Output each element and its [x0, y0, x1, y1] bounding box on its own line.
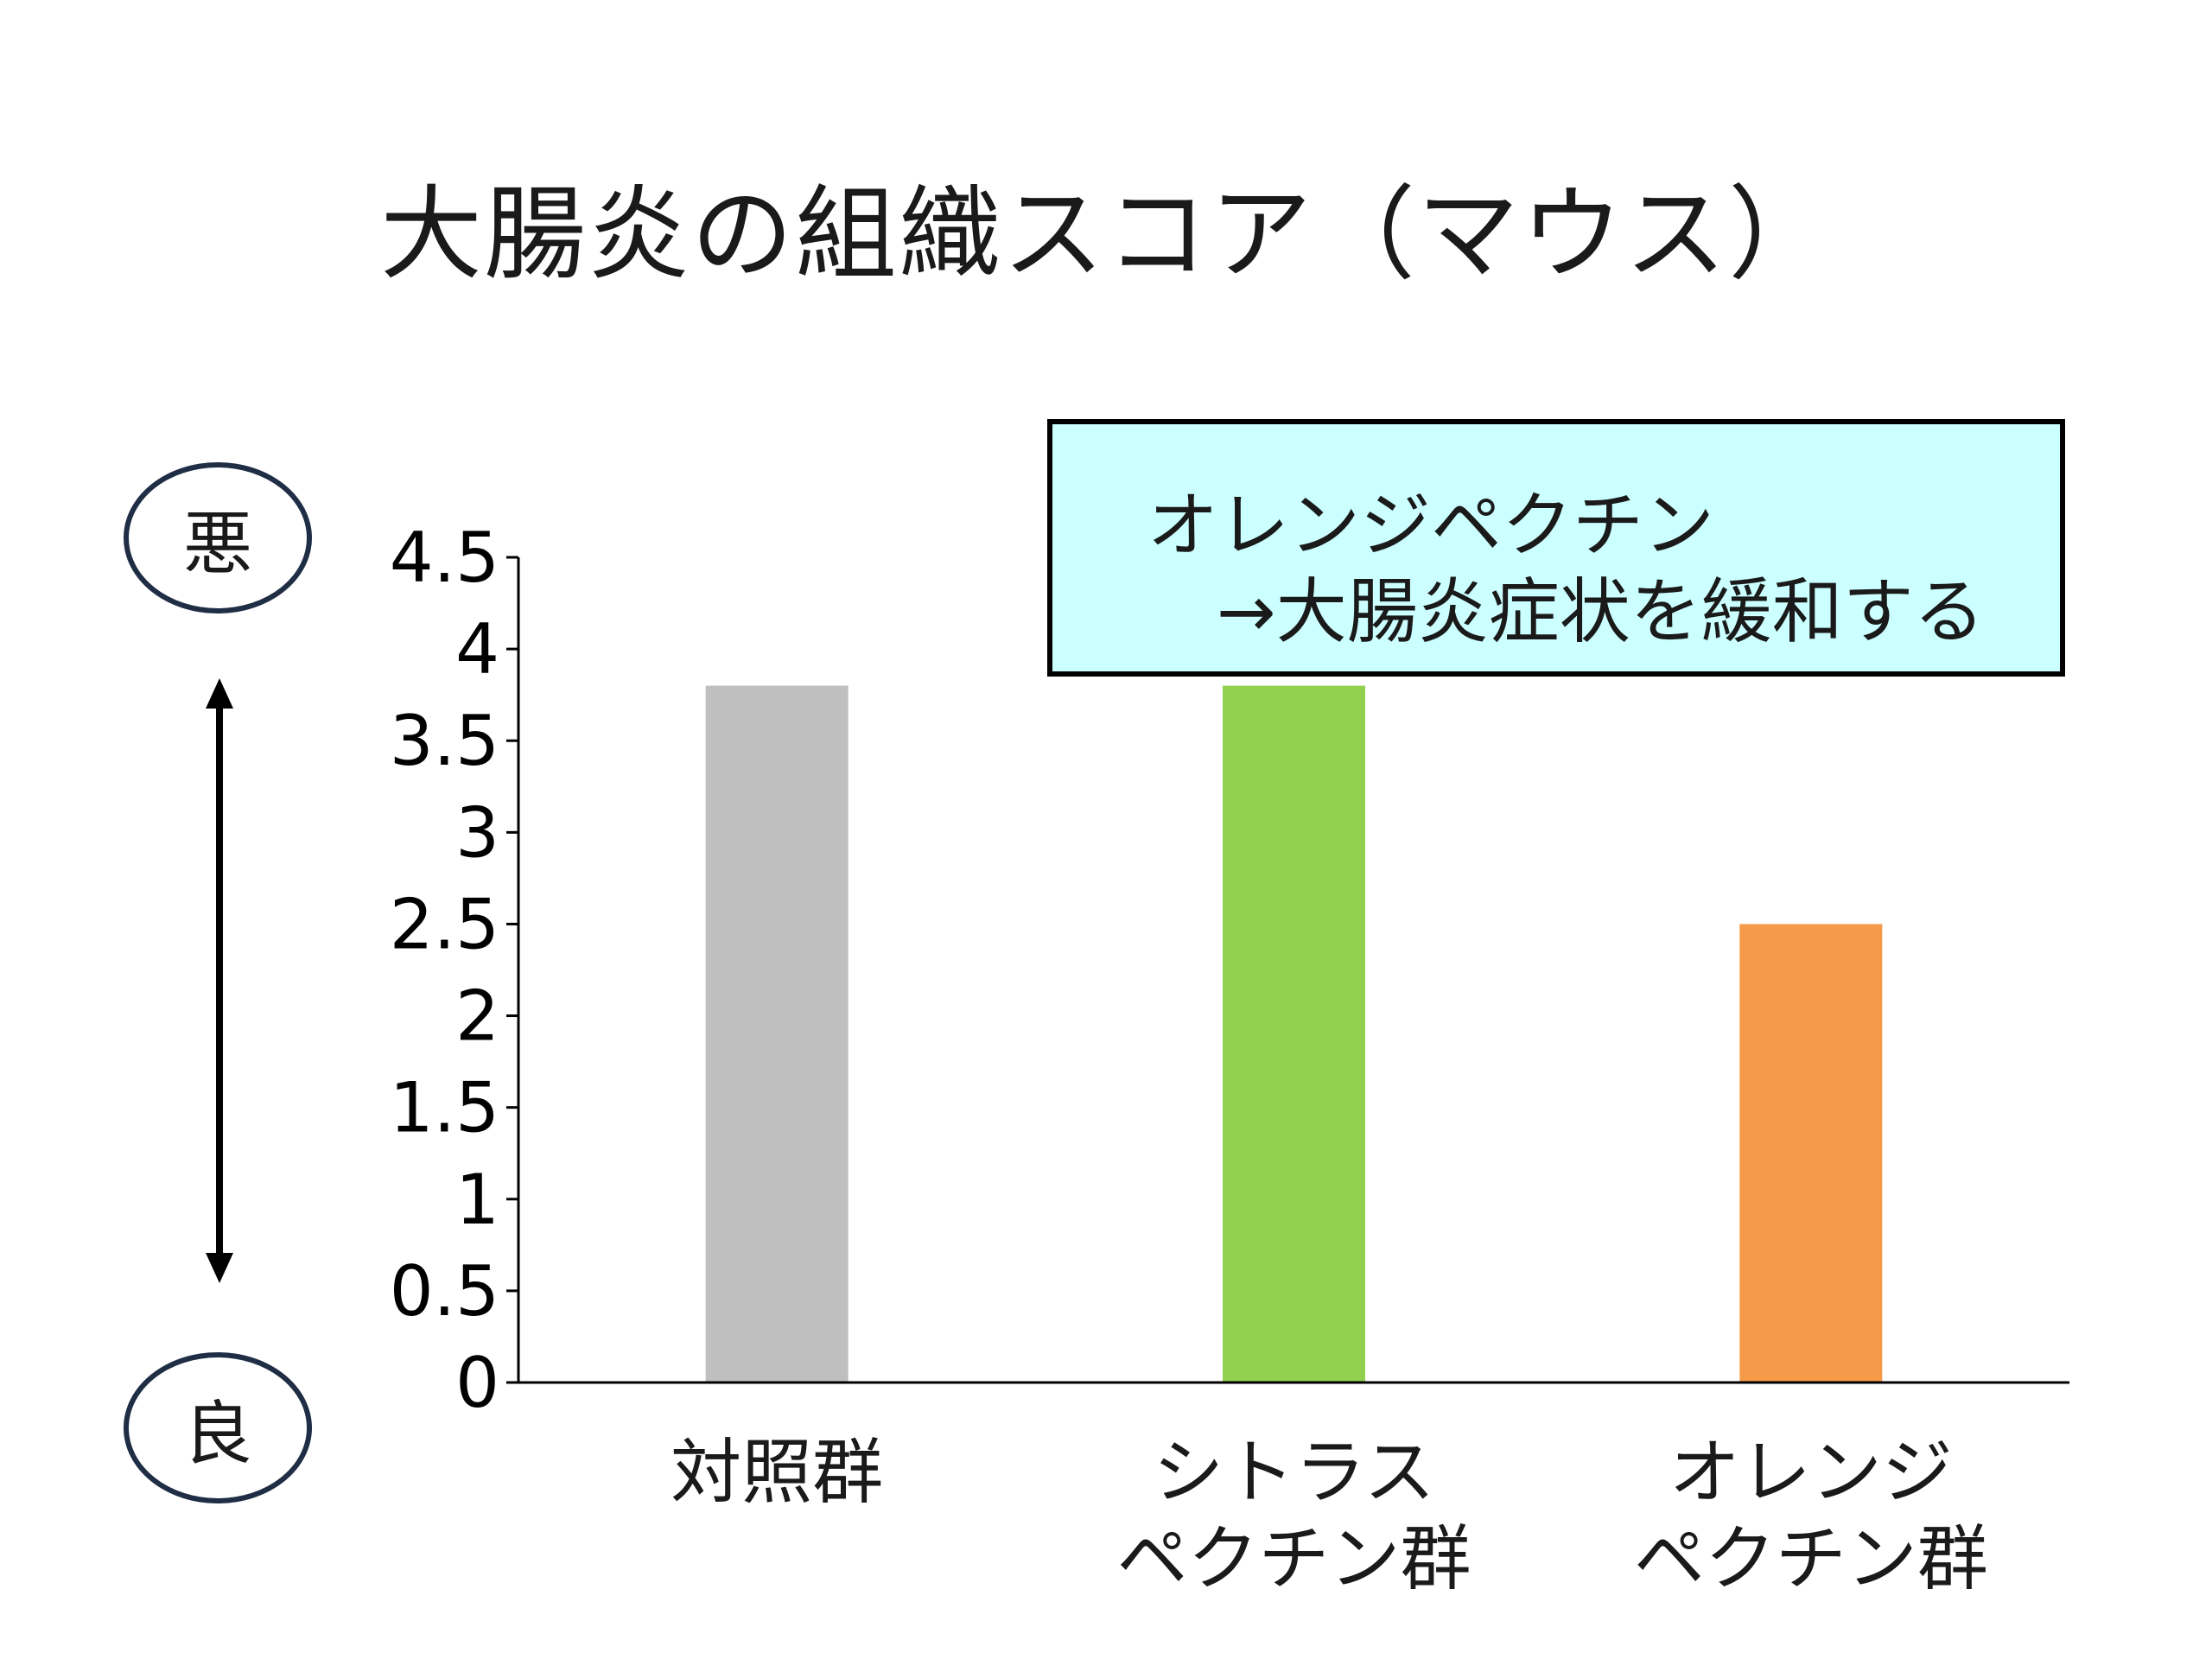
y-tick-label: 4: [455, 609, 499, 690]
arrow-down-icon: [206, 1253, 233, 1283]
arrow-up-icon: [206, 678, 233, 709]
y-tick-label: 3.5: [390, 701, 499, 781]
bar-0: [705, 685, 849, 1382]
scale-arrow: [206, 678, 233, 1283]
y-tick-label: 3: [455, 792, 499, 873]
y-tick-label: 2: [455, 976, 499, 1057]
scale-good-oval: 良: [124, 1352, 312, 1503]
x-tick-label-line: 対照群: [671, 1432, 884, 1514]
x-tick-label-2: オレンジ ペクチン群: [1569, 1430, 2053, 1603]
x-tick-label-0: 対照群: [535, 1430, 1019, 1516]
x-tick-label-line: シトラス: [1153, 1432, 1435, 1514]
x-tick-label-line: オレンジ: [1669, 1432, 1953, 1514]
x-tick-label-line: ペクチン群: [1633, 1518, 1988, 1600]
callout-box: オレンジペクチン →大腸炎症状を緩和する: [1047, 419, 2065, 677]
bar-2: [1739, 924, 1883, 1382]
scale-bad-label: 悪: [183, 503, 252, 584]
page-title: 大腸炎の組織スコア（マウス）: [379, 175, 1832, 294]
y-tick-label: 2.5: [390, 884, 499, 964]
callout-line-2: →大腸炎症状を緩和する: [1217, 571, 1985, 653]
y-tick-label: 4.5: [390, 518, 499, 598]
scale-bad-oval: 悪: [124, 462, 312, 613]
y-tick-label: 0.5: [390, 1251, 499, 1332]
bar-1: [1223, 685, 1365, 1382]
callout-line-1: オレンジペクチン: [1147, 485, 1715, 567]
x-tick-label-line: ペクチン群: [1116, 1518, 1471, 1600]
y-tick-label: 1: [455, 1160, 499, 1240]
y-tick-label: 1.5: [390, 1068, 499, 1148]
y-tick-label: 0: [455, 1343, 499, 1423]
scale-good-label: 良: [183, 1393, 252, 1474]
x-tick-label-1: シトラス ペクチン群: [1052, 1430, 1536, 1603]
